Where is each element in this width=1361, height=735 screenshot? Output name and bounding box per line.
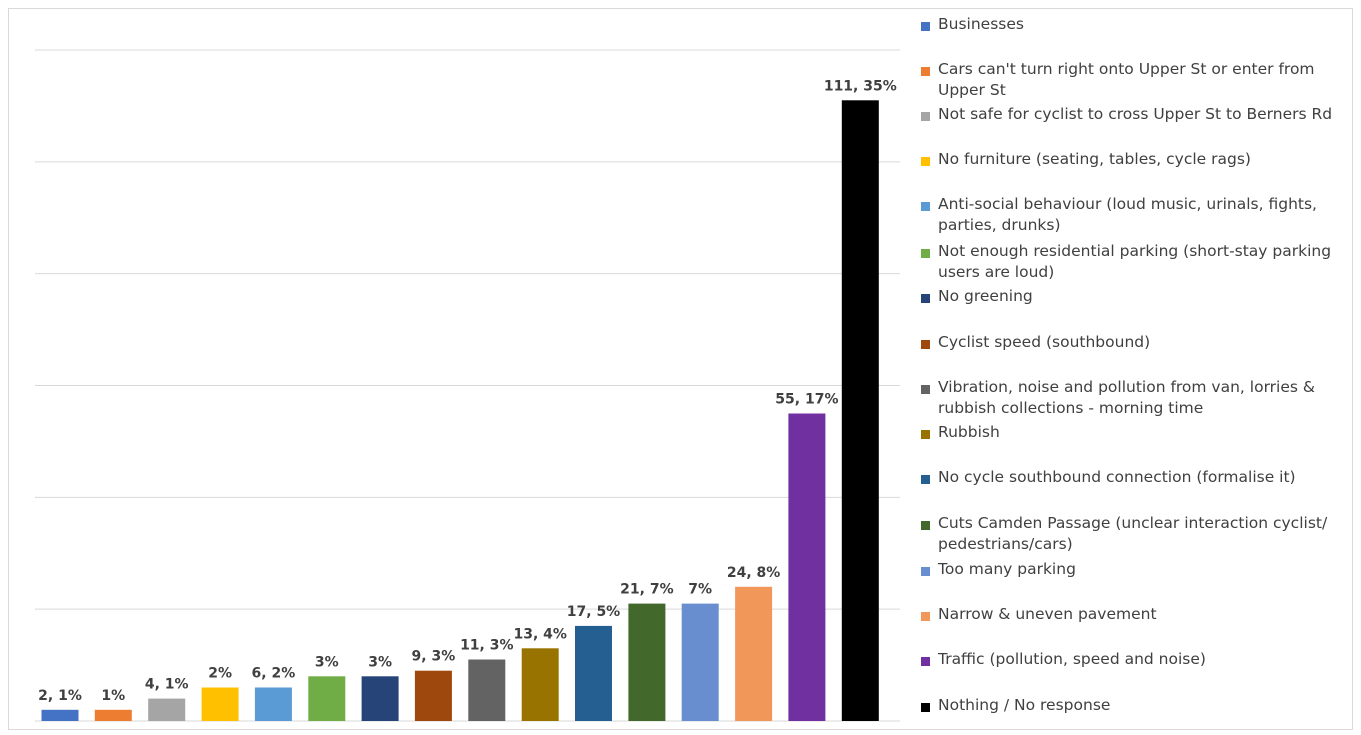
legend-label: Anti-social behaviour (loud music, urina… [938, 195, 1317, 234]
bar [575, 625, 612, 721]
legend-swatch [921, 157, 930, 166]
legend-item: Not safe for cyclist to cross Upper St t… [921, 104, 1341, 125]
legend-item: No furniture (seating, tables, cycle rag… [921, 149, 1341, 170]
legend-label: Cuts Camden Passage (unclear interaction… [938, 514, 1328, 553]
bar [735, 586, 773, 721]
bar-chart: 2, 1% 1% 4, 1% 2% 6, 2% 3% 3% 9, 3%11, 3%13, 4%… [35, 49, 900, 722]
legend-swatch [921, 521, 930, 530]
chart-frame [8, 8, 1353, 730]
bar [841, 100, 879, 722]
bar [41, 709, 79, 721]
bar [521, 648, 559, 721]
bar [681, 603, 719, 721]
legend-item: Cuts Camden Passage (unclear interaction… [921, 513, 1341, 555]
legend-swatch [921, 340, 930, 349]
data-label: 11, 3% [460, 638, 513, 654]
legend-item: Too many parking [921, 559, 1341, 580]
data-label: 24, 8% [727, 565, 780, 581]
bar [94, 709, 132, 721]
legend-label: Narrow & uneven pavement [938, 605, 1157, 623]
bar [201, 687, 239, 721]
legend-swatch [921, 249, 930, 258]
legend-swatch [921, 475, 930, 484]
bar [254, 687, 292, 721]
legend-item: Anti-social behaviour (loud music, urina… [921, 194, 1341, 236]
legend-item: Traffic (pollution, speed and noise) [921, 649, 1341, 670]
legend-swatch [921, 430, 930, 439]
legend-swatch [921, 202, 930, 211]
legend-item: Cyclist speed (southbound) [921, 332, 1341, 353]
data-label: 7% [688, 582, 712, 598]
legend-item: No greening [921, 286, 1341, 307]
legend-swatch [921, 112, 930, 121]
legend-label: Cyclist speed (southbound) [938, 333, 1151, 351]
legend-label: Businesses [938, 15, 1024, 33]
legend-label: Not safe for cyclist to cross Upper St t… [938, 105, 1333, 123]
data-label: 13, 4% [513, 626, 566, 642]
data-label: 111, 35% [824, 78, 897, 94]
legend-swatch [921, 567, 930, 576]
data-label: 1% [101, 688, 125, 704]
legend-swatch [921, 385, 930, 394]
legend-label: Traffic (pollution, speed and noise) [938, 650, 1206, 668]
data-label: 21, 7% [620, 582, 673, 598]
bar [628, 603, 666, 721]
legend-label: No cycle southbound connection (formalis… [938, 468, 1296, 486]
legend-swatch [921, 703, 930, 712]
legend-swatch [921, 67, 930, 76]
legend-swatch [921, 294, 930, 303]
legend-item: Nothing / No response [921, 695, 1341, 716]
legend-item: Not enough residential parking (short-st… [921, 241, 1341, 283]
legend-item: Cars can't turn right onto Upper St or e… [921, 59, 1341, 101]
legend-label: No greening [938, 287, 1033, 305]
legend-item: Businesses [921, 14, 1341, 35]
legend-label: Rubbish [938, 423, 1000, 441]
data-label: 3% [368, 654, 392, 670]
legend-swatch [921, 612, 930, 621]
legend-label: No furniture (seating, tables, cycle rag… [938, 150, 1251, 168]
data-label: 9, 3% [412, 649, 456, 665]
bar [308, 676, 346, 721]
legend-item: No cycle southbound connection (formalis… [921, 467, 1341, 488]
legend-label: Vibration, noise and pollution from van,… [938, 378, 1315, 417]
legend-swatch [921, 657, 930, 666]
legend-label: Too many parking [938, 560, 1076, 578]
data-label: 2, 1% [38, 688, 82, 704]
legend-item: Narrow & uneven pavement [921, 604, 1341, 625]
legend-swatch [921, 22, 930, 31]
data-label: 2% [208, 666, 232, 682]
data-label: 4, 1% [145, 677, 189, 693]
bar [414, 670, 452, 721]
legend-label: Nothing / No response [938, 696, 1111, 714]
bar [468, 659, 506, 721]
bar [788, 413, 826, 721]
data-label: 17, 5% [567, 604, 620, 620]
legend-item: Rubbish [921, 422, 1341, 443]
bar [361, 676, 399, 721]
data-label: 6, 2% [252, 666, 296, 682]
data-label: 3% [315, 654, 339, 670]
legend-label: Cars can't turn right onto Upper St or e… [938, 60, 1315, 99]
legend-item: Vibration, noise and pollution from van,… [921, 377, 1341, 419]
bar [148, 698, 186, 721]
legend-label: Not enough residential parking (short-st… [938, 242, 1332, 281]
data-label: 55, 17% [775, 392, 838, 408]
